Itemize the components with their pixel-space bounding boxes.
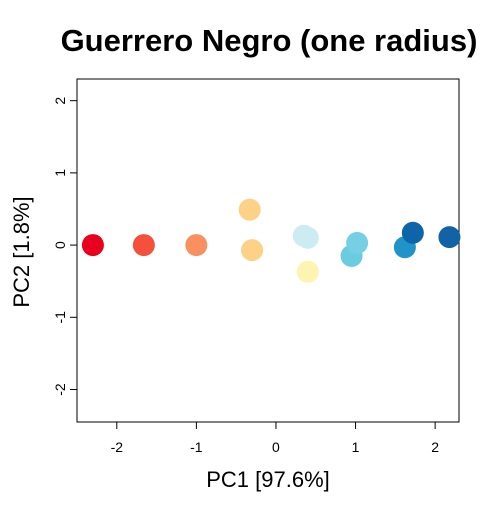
- plot-area-frame: [76, 78, 460, 423]
- y-axis: -2 -1 0 1 2: [52, 97, 77, 396]
- chart-title: Guerrero Negro (one radius): [61, 23, 478, 58]
- data-point: [296, 260, 319, 283]
- data-point: [238, 198, 261, 221]
- x-tick-label: 1: [352, 439, 360, 455]
- data-point: [241, 239, 264, 262]
- y-tick-label: -2: [52, 383, 68, 396]
- data-points: [81, 198, 461, 283]
- data-point: [401, 221, 424, 244]
- data-point: [438, 226, 461, 249]
- data-point: [346, 231, 369, 254]
- data-point: [296, 226, 319, 249]
- x-tick-label: 2: [431, 439, 439, 455]
- y-tick-label: 0: [52, 241, 68, 249]
- y-tick-label: -1: [52, 311, 68, 324]
- data-point: [132, 234, 155, 257]
- x-tick-label: -2: [111, 439, 124, 455]
- y-tick-label: 2: [52, 97, 68, 105]
- data-point: [185, 234, 208, 257]
- x-tick-label: -1: [190, 439, 203, 455]
- x-axis-label: PC1 [97.6%]: [206, 467, 330, 492]
- x-axis: -2 -1 0 1 2: [111, 422, 439, 455]
- y-tick-label: 1: [52, 169, 68, 177]
- y-axis-label: PC2 [1.8%]: [9, 196, 34, 307]
- data-point: [81, 234, 104, 257]
- x-tick-label: 0: [272, 439, 280, 455]
